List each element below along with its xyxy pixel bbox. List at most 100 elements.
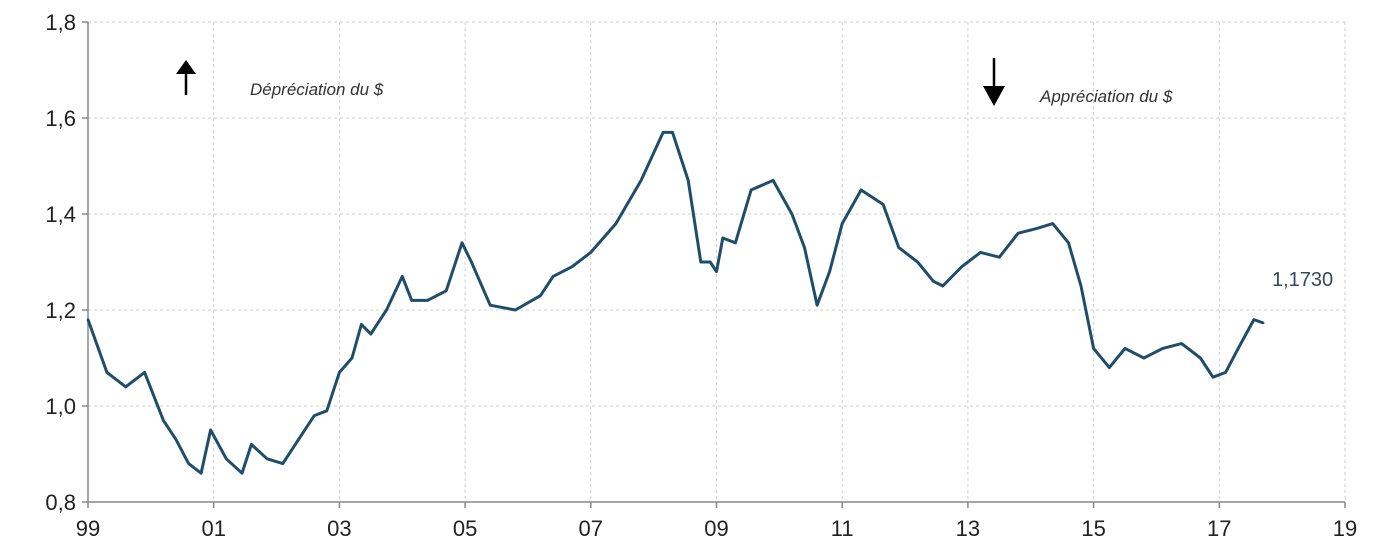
data-point xyxy=(1142,356,1146,360)
data-point xyxy=(143,371,146,374)
y-tick-label: 1,0 xyxy=(45,394,76,419)
data-point xyxy=(699,260,702,264)
data-point xyxy=(1211,376,1215,379)
annotation-appreciation: Appréciation du $ xyxy=(983,58,1173,106)
data-point xyxy=(445,289,448,292)
x-tick-label: 01 xyxy=(201,516,225,541)
data-point xyxy=(1199,356,1202,360)
data-point xyxy=(1123,347,1127,350)
x-tick-label: 11 xyxy=(831,516,854,541)
data-point xyxy=(489,304,492,307)
data-point xyxy=(828,270,831,273)
data-point xyxy=(721,236,724,240)
data-point xyxy=(614,222,618,225)
y-tick-label: 1,8 xyxy=(45,10,76,35)
data-point xyxy=(369,332,373,336)
y-tick-label: 1,2 xyxy=(45,298,76,323)
data-point xyxy=(410,299,413,302)
data-point xyxy=(281,462,285,465)
data-point xyxy=(1180,342,1183,345)
data-point xyxy=(225,457,228,460)
data-point xyxy=(841,222,844,225)
data-point xyxy=(916,260,919,264)
x-axis-ticks: 99 01 03 05 07 09 11 13 15 17 19 xyxy=(76,502,1357,541)
annotation-depreciation: Dépréciation du $ xyxy=(176,60,384,99)
data-point xyxy=(1051,222,1054,225)
annotation-appreciation-text: Appréciation du $ xyxy=(1039,87,1173,106)
y-tick-label: 1,4 xyxy=(45,202,76,227)
data-point xyxy=(539,294,542,297)
annotation-depreciation-text: Dépréciation du $ xyxy=(250,80,384,99)
data-point xyxy=(570,265,574,268)
x-tick-label: 13 xyxy=(956,516,980,541)
data-point xyxy=(1224,371,1227,374)
arrow-down-icon xyxy=(983,86,1005,106)
data-point xyxy=(265,457,269,460)
data-point xyxy=(325,409,329,412)
data-point xyxy=(771,179,775,182)
series-line xyxy=(86,130,1264,475)
data-point xyxy=(734,241,737,244)
data-point xyxy=(187,462,190,465)
data-point xyxy=(338,371,341,374)
data-point xyxy=(199,472,203,475)
x-tick-label: 15 xyxy=(1081,516,1105,541)
last-value-label: 1,1730 xyxy=(1272,269,1333,291)
data-point xyxy=(470,260,473,264)
data-point xyxy=(881,203,885,206)
data-point xyxy=(360,323,363,326)
data-point xyxy=(1236,347,1240,350)
arrow-up-icon xyxy=(176,60,196,74)
data-point xyxy=(86,318,90,321)
data-point xyxy=(350,356,354,360)
data-point xyxy=(313,414,316,417)
y-axis-ticks: 0,8 1,0 1,2 1,4 1,6 1,8 xyxy=(45,10,88,515)
data-point xyxy=(1252,318,1256,321)
data-point xyxy=(998,256,1001,259)
data-point xyxy=(709,260,712,264)
data-point xyxy=(1161,347,1164,350)
data-point xyxy=(105,371,109,374)
x-tick-label: 09 xyxy=(704,516,728,541)
data-point xyxy=(932,280,935,283)
data-point xyxy=(1092,347,1095,350)
data-point xyxy=(1079,284,1083,288)
data-point xyxy=(897,246,900,249)
data-point xyxy=(661,131,665,134)
x-tick-label: 17 xyxy=(1207,516,1231,541)
data-point xyxy=(790,212,794,216)
data-point xyxy=(514,308,517,312)
x-tick-label: 07 xyxy=(579,516,603,541)
data-point xyxy=(979,251,982,254)
data-point xyxy=(639,179,643,182)
y-tick-label: 0,8 xyxy=(45,490,76,515)
data-point xyxy=(401,275,404,278)
x-tick-label: 19 xyxy=(1333,516,1357,541)
data-point xyxy=(385,308,388,312)
data-point xyxy=(174,438,178,441)
data-point xyxy=(1016,232,1020,235)
x-tick-label: 99 xyxy=(76,516,100,541)
data-point xyxy=(460,241,464,244)
data-point xyxy=(162,419,165,422)
data-point xyxy=(250,443,253,446)
x-tick-label: 05 xyxy=(453,516,477,541)
data-point xyxy=(815,304,819,307)
data-point xyxy=(589,251,592,254)
x-tick-label: 03 xyxy=(327,516,351,541)
data-point xyxy=(715,270,718,273)
data-point xyxy=(1262,321,1265,325)
data-point xyxy=(209,428,212,432)
data-point xyxy=(297,438,300,441)
data-point xyxy=(551,275,555,278)
data-point xyxy=(124,385,127,388)
data-point xyxy=(749,188,753,192)
data-point xyxy=(671,131,674,134)
data-point xyxy=(803,246,806,249)
data-point xyxy=(1108,366,1111,369)
series-points xyxy=(86,131,1265,475)
data-point xyxy=(687,179,690,182)
data-point xyxy=(859,188,863,192)
y-tick-label: 1,6 xyxy=(45,106,76,131)
